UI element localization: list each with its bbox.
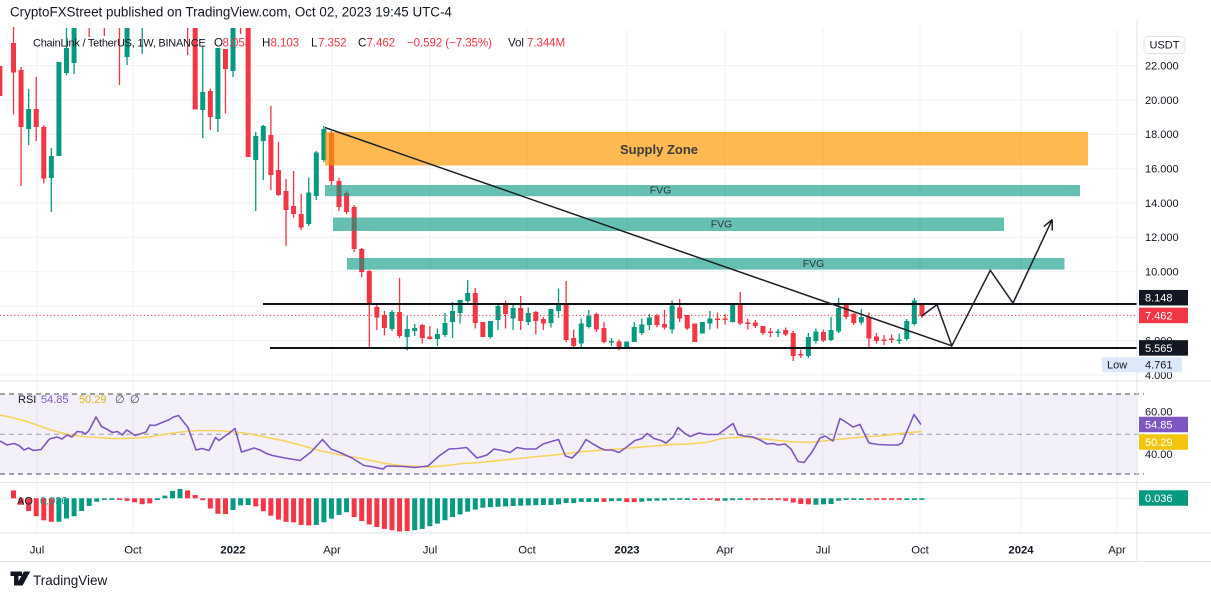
svg-text:Vol: Vol: [508, 36, 524, 49]
svg-text:2024: 2024: [1008, 545, 1034, 557]
svg-text:USDT: USDT: [1150, 40, 1180, 52]
svg-text:RSI: RSI: [18, 394, 36, 406]
svg-text:8.103: 8.103: [271, 36, 300, 49]
svg-text:Low: Low: [1107, 360, 1127, 372]
svg-text:18.000: 18.000: [1145, 129, 1179, 141]
svg-text:2023: 2023: [614, 545, 639, 557]
svg-text:7.462: 7.462: [367, 36, 396, 49]
svg-text:Apr: Apr: [716, 545, 734, 557]
svg-text:ChainLink / TetherUS, 1W, BINA: ChainLink / TetherUS, 1W, BINANCE: [33, 37, 206, 49]
svg-text:FVG: FVG: [650, 185, 672, 197]
svg-text:∅: ∅: [115, 394, 125, 406]
svg-text:Apr: Apr: [1108, 545, 1126, 557]
svg-text:CryptoFXStreet published on Tr: CryptoFXStreet published on TradingView.…: [10, 5, 452, 20]
svg-text:Apr: Apr: [323, 545, 341, 557]
svg-text:12.000: 12.000: [1145, 232, 1179, 244]
svg-text:Oct: Oct: [911, 545, 929, 557]
svg-text:Jul: Jul: [816, 545, 830, 557]
svg-text:H: H: [262, 36, 270, 49]
svg-text:14.000: 14.000: [1145, 198, 1179, 210]
svg-text:60.00: 60.00: [1145, 406, 1173, 418]
svg-text:2022: 2022: [220, 545, 245, 557]
svg-text:L: L: [311, 36, 318, 49]
svg-text:Oct: Oct: [518, 545, 536, 557]
svg-text:8.053: 8.053: [223, 36, 252, 49]
svg-text:5.565: 5.565: [1145, 343, 1173, 355]
svg-text:TradingView: TradingView: [33, 573, 108, 588]
svg-text:Oct: Oct: [124, 545, 142, 557]
svg-text:20.000: 20.000: [1145, 95, 1179, 107]
svg-text:7.344M: 7.344M: [527, 36, 565, 49]
svg-text:22.000: 22.000: [1145, 61, 1179, 73]
svg-text:7.352: 7.352: [318, 36, 347, 49]
svg-text:Jul: Jul: [30, 545, 44, 557]
svg-text:54.85: 54.85: [1145, 419, 1173, 431]
svg-text:0.036: 0.036: [40, 496, 68, 508]
svg-text:40.00: 40.00: [1145, 449, 1173, 461]
svg-text:0.036: 0.036: [1145, 493, 1173, 505]
svg-text:AO: AO: [17, 496, 33, 508]
svg-text:−0.592 (−7.35%): −0.592 (−7.35%): [407, 36, 492, 49]
svg-text:7.462: 7.462: [1145, 310, 1173, 322]
svg-text:8.148: 8.148: [1145, 293, 1173, 305]
svg-text:C: C: [358, 36, 366, 49]
svg-text:4.761: 4.761: [1145, 360, 1173, 372]
svg-text:∅: ∅: [130, 394, 140, 406]
svg-text:O: O: [214, 36, 223, 49]
svg-text:54.85: 54.85: [41, 394, 69, 406]
svg-text:Supply Zone: Supply Zone: [620, 142, 698, 157]
svg-text:50.29: 50.29: [79, 394, 107, 406]
svg-text:Jul: Jul: [423, 545, 437, 557]
svg-text:4.000: 4.000: [1145, 370, 1173, 382]
svg-text:50.29: 50.29: [1145, 437, 1173, 449]
svg-text:10.000: 10.000: [1145, 267, 1179, 279]
svg-text:FVG: FVG: [803, 258, 825, 270]
svg-text:16.000: 16.000: [1145, 164, 1179, 176]
svg-text:FVG: FVG: [711, 219, 733, 231]
